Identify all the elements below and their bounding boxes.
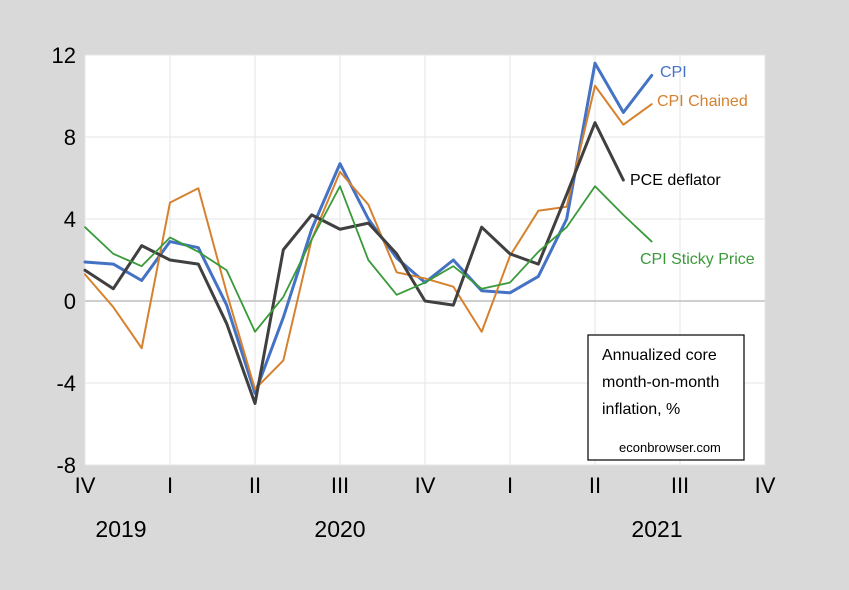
series-line-cpi-chained [84, 84, 653, 391]
series-lines [83, 61, 654, 405]
annotation-box: Annualized core month-on-month inflation, … [587, 334, 745, 461]
annotation-frame [587, 334, 745, 461]
annotation-line: Annualized core [602, 347, 717, 364]
y-tick-label: 8 [64, 125, 76, 150]
x-tick-label: II [249, 473, 261, 498]
legend-entry-cpi-chained: CPI Chained [657, 93, 748, 110]
y-tick-label: 0 [64, 289, 76, 314]
year-labels: 2019 2020 2021 [95, 516, 682, 542]
legend: CPI CPI Chained PCE deflator CPI Sticky Pri… [630, 64, 755, 268]
x-tick-label: III [671, 473, 689, 498]
gridlines [84, 54, 766, 466]
y-axis-ticks: 12 8 4 0 -4 -8 [52, 43, 76, 478]
y-tick-label: -4 [56, 371, 76, 396]
annotation-line: inflation, % [602, 401, 680, 418]
series-line-pce-deflator [83, 121, 625, 405]
x-axis-ticks: IV I II III IV I II III IV [75, 473, 776, 498]
year-label: 2019 [95, 516, 146, 542]
y-tick-label: 4 [64, 207, 76, 232]
legend-entry-cpi: CPI [660, 64, 687, 81]
source-label: econbrowser.com [619, 440, 721, 455]
series-line-cpi-sticky-price [84, 185, 653, 333]
x-tick-label: I [167, 473, 173, 498]
x-tick-label: IV [75, 473, 96, 498]
legend-entry-pce-deflator: PCE deflator [630, 172, 721, 189]
annotation-line: month-on-month [602, 374, 719, 391]
x-tick-label: I [507, 473, 513, 498]
series-line-cpi [83, 61, 654, 395]
x-tick-label: IV [415, 473, 436, 498]
x-tick-label: II [589, 473, 601, 498]
legend-entry-cpi-sticky-price: CPI Sticky Price [640, 251, 755, 268]
x-tick-label: III [331, 473, 349, 498]
y-tick-label: 12 [52, 43, 76, 68]
year-label: 2020 [314, 516, 365, 542]
x-tick-label: IV [755, 473, 776, 498]
y-tick-label: -8 [56, 453, 76, 478]
year-label: 2021 [631, 516, 682, 542]
